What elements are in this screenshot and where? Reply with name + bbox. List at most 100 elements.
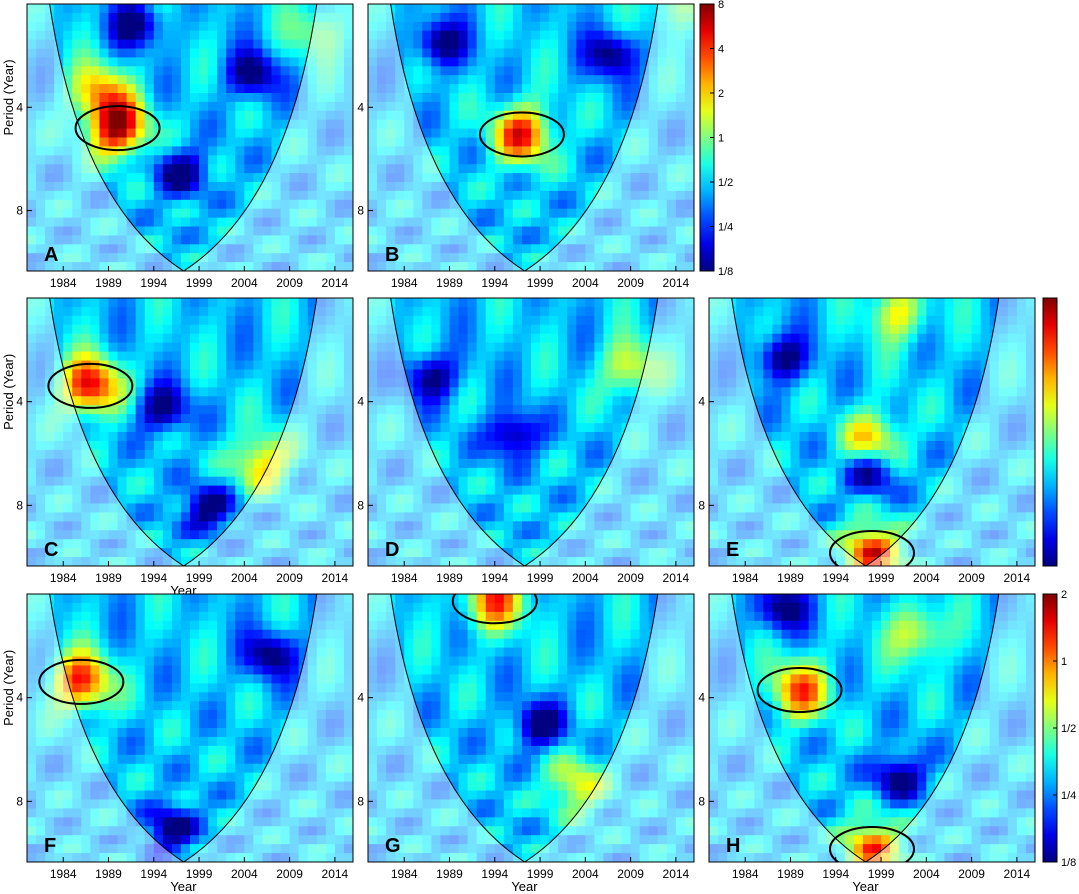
heatmap-cell — [386, 137, 396, 147]
heatmap-cell — [594, 217, 605, 228]
heatmap-cell — [171, 146, 182, 156]
heatmap-cell — [90, 75, 101, 85]
heatmap-cell — [422, 128, 432, 139]
heatmap-cell — [549, 199, 559, 210]
heatmap-cell — [325, 244, 336, 254]
heatmap-cell — [612, 405, 623, 415]
heatmap-cell — [368, 539, 378, 549]
heatmap-cell — [289, 485, 300, 496]
heatmap-cell — [135, 539, 146, 549]
heatmap-cell — [576, 39, 586, 50]
heatmap-cell — [325, 39, 336, 50]
heatmap-cell — [368, 190, 378, 201]
heatmap-cell — [386, 494, 396, 505]
heatmap-cell — [253, 432, 264, 442]
heatmap-cell — [521, 458, 532, 469]
heatmap-cell — [440, 387, 451, 397]
heatmap-cell — [99, 262, 110, 271]
heatmap-cell — [621, 485, 632, 496]
heatmap-cell — [108, 369, 119, 379]
heatmap-cell — [449, 342, 460, 353]
heatmap-cell — [63, 387, 73, 397]
heatmap-cell — [639, 369, 650, 379]
heatmap-cell — [844, 342, 855, 353]
heatmap-cell — [521, 432, 532, 442]
heatmap-cell — [684, 378, 694, 388]
heatmap-cell — [271, 333, 282, 344]
heatmap-cell — [666, 467, 677, 478]
heatmap-cell — [485, 369, 496, 379]
heatmap-cell — [727, 548, 737, 558]
heatmap-cell — [531, 521, 541, 531]
heatmap-cell — [826, 360, 837, 371]
heatmap-cell — [334, 557, 345, 566]
heatmap-cell — [208, 190, 218, 201]
heatmap-cell — [531, 173, 541, 183]
heatmap-cell — [54, 66, 64, 76]
heatmap-cell — [307, 30, 318, 41]
heatmap-cell — [316, 333, 327, 344]
heatmap-cell — [476, 48, 487, 58]
heatmap-cell — [594, 369, 605, 379]
heatmap-cell — [476, 369, 487, 379]
heatmap-cell — [458, 208, 469, 219]
heatmap-cell — [99, 315, 110, 326]
heatmap-cell — [603, 75, 614, 85]
heatmap-cell — [117, 306, 128, 317]
heatmap-cell — [835, 315, 846, 326]
heatmap-cell — [377, 217, 387, 228]
heatmap-cell — [567, 110, 577, 121]
heatmap-cell — [413, 378, 423, 388]
heatmap-cell — [558, 458, 568, 469]
heatmap-cell — [226, 378, 236, 388]
heatmap-cell — [799, 530, 810, 540]
heatmap-cell — [235, 4, 245, 14]
heatmap-cell — [162, 190, 173, 201]
heatmap-cell — [612, 226, 623, 236]
heatmap-cell — [413, 262, 423, 271]
heatmap-cell — [162, 494, 173, 505]
heatmap-cell — [126, 119, 137, 130]
heatmap-cell — [763, 378, 773, 388]
heatmap-cell — [108, 440, 119, 451]
heatmap-cell — [395, 333, 405, 344]
heatmap-cell — [63, 235, 73, 245]
heatmap-cell — [377, 182, 387, 192]
heatmap-cell — [549, 48, 559, 58]
heatmap-cell — [503, 387, 514, 397]
heatmap-cell — [657, 298, 668, 308]
heatmap-cell — [325, 137, 336, 147]
heatmap-cell — [171, 57, 182, 67]
heatmap-cell — [413, 405, 423, 415]
heatmap-cell — [63, 378, 73, 388]
heatmap-cell — [666, 101, 677, 112]
heatmap-cell — [190, 128, 200, 139]
heatmap-cell — [117, 530, 128, 540]
heatmap-cell — [404, 432, 414, 442]
heatmap-cell — [413, 110, 423, 121]
heatmap-cell — [81, 503, 91, 513]
heatmap-cell — [467, 66, 478, 76]
heatmap-cell — [208, 93, 218, 103]
heatmap-cell — [72, 226, 82, 236]
heatmap-cell — [153, 262, 164, 271]
heatmap-cell — [458, 217, 469, 228]
heatmap-cell — [27, 548, 37, 558]
heatmap-cell — [54, 458, 64, 469]
heatmap-cell — [280, 235, 291, 245]
heatmap-cell — [621, 548, 632, 558]
heatmap-cell — [835, 298, 846, 308]
heatmap-cell — [117, 30, 128, 41]
heatmap-cell — [386, 369, 396, 379]
heatmap-cell — [395, 182, 405, 192]
heatmap-cell — [307, 530, 318, 540]
heatmap-cell — [781, 440, 792, 451]
heatmap-cell — [386, 405, 396, 415]
heatmap-cell — [585, 396, 595, 406]
heatmap-cell — [126, 557, 137, 566]
heatmap-cell — [334, 476, 345, 487]
heatmap-cell — [494, 12, 505, 23]
heatmap-cell — [666, 539, 677, 549]
heatmap-cell — [395, 93, 405, 103]
heatmap-cell — [117, 57, 128, 67]
